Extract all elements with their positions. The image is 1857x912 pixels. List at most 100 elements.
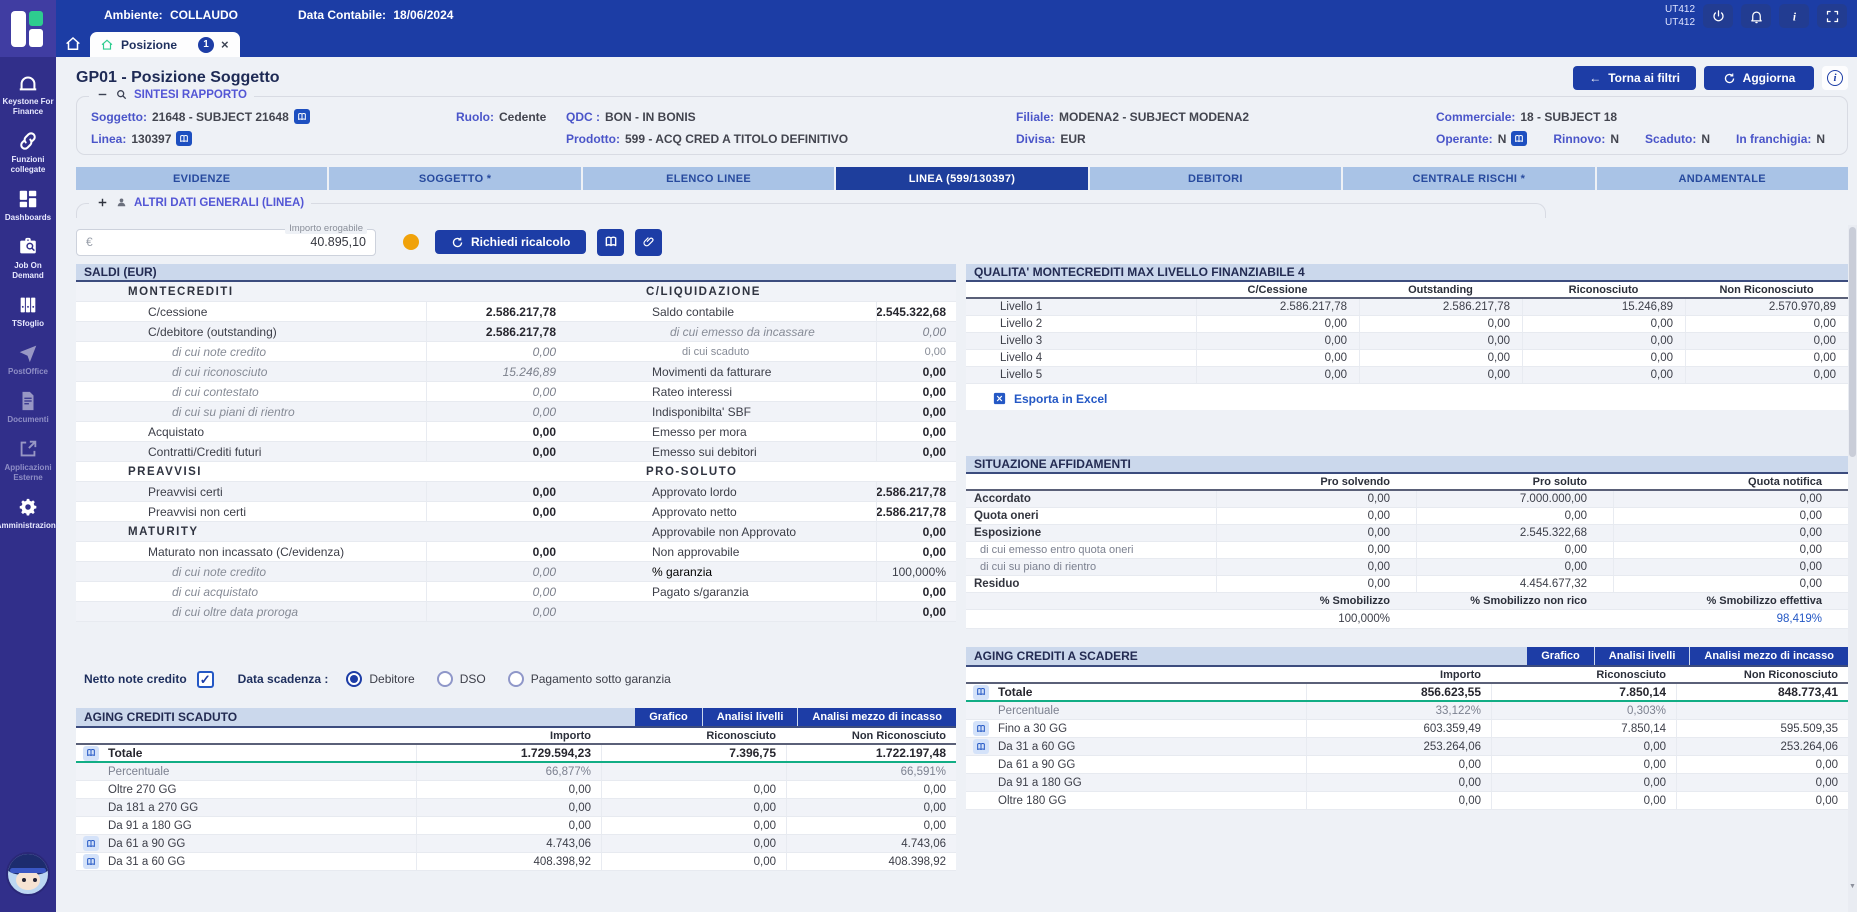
tab-soggetto[interactable]: SOGGETTO * — [329, 167, 580, 190]
bell-button[interactable] — [1741, 4, 1771, 28]
sidebar-item-job-on-demand[interactable]: Job On Demand — [0, 229, 56, 287]
tab-elenco-linee[interactable]: ELENCO LINEE — [583, 167, 834, 190]
tab-evidenze[interactable]: EVIDENZE — [76, 167, 327, 190]
info-button[interactable]: i — [1779, 4, 1809, 28]
sidebar-item-amministrazione[interactable]: Amministrazione — [0, 489, 56, 537]
aging-value: 856.623,55 — [1306, 684, 1491, 700]
tab-centrale-rischi[interactable]: CENTRALE RISCHI * — [1343, 167, 1594, 190]
page-info-button[interactable]: i — [1822, 66, 1848, 90]
sidebar-item-funzioni-collegate[interactable]: Funzioni collegate — [0, 123, 56, 181]
sintesi-legend[interactable]: SINTESI RAPPORTO — [89, 88, 254, 101]
situazione-label: Accordato — [966, 493, 1216, 505]
grafico-button[interactable]: Grafico — [1527, 647, 1594, 665]
book-icon — [976, 742, 986, 752]
aging-value: 0,00 — [416, 817, 601, 834]
radio-pagamento-sotto-garanzia[interactable]: Pagamento sotto garanzia — [508, 671, 671, 687]
aging-value: 0,00 — [786, 799, 956, 816]
field-label: Rinnovo: — [1553, 132, 1605, 146]
analisi-mezzo-di-incasso-button[interactable]: Analisi mezzo di incasso — [1690, 647, 1848, 665]
open-detail-button[interactable] — [83, 854, 99, 869]
analisi-livelli-button[interactable]: Analisi livelli — [703, 708, 798, 726]
open-detail-button[interactable] — [294, 109, 310, 124]
situazione-title: SITUAZIONE AFFIDAMENTI — [966, 456, 1848, 474]
saldi-value: 0,00 — [426, 402, 566, 421]
open-detail-button[interactable] — [973, 685, 989, 700]
search-icon — [115, 88, 128, 101]
column-header-outstanding: Outstanding — [1359, 284, 1522, 296]
radio-debitore[interactable]: Debitore — [346, 671, 414, 687]
saldi-value — [876, 462, 956, 481]
aging-row: Oltre 270 GG0,000,000,00 — [76, 781, 956, 799]
qualita-value: 0,00 — [1685, 316, 1848, 332]
vertical-scrollbar[interactable]: ▼ — [1848, 225, 1857, 912]
fullscreen-button[interactable] — [1817, 4, 1847, 28]
tab-linea-599-130397[interactable]: LINEA (599/130397) — [836, 167, 1087, 190]
analisi-livelli-button[interactable]: Analisi livelli — [1595, 647, 1690, 665]
richiedi-ricalcolo-button[interactable]: Richiedi ricalcolo — [435, 230, 586, 254]
smob-header-smobilizzo: % Smobilizzo — [1216, 595, 1416, 607]
grafico-button[interactable]: Grafico — [635, 708, 702, 726]
field-label: Ruolo: — [456, 110, 494, 124]
saldi-value — [876, 282, 956, 301]
aging-row: Percentuale66,877%66,591% — [76, 763, 956, 781]
scroll-down-icon[interactable]: ▼ — [1848, 883, 1857, 890]
analisi-mezzo-di-incasso-button[interactable]: Analisi mezzo di incasso — [798, 708, 956, 726]
netto-note-credito-checkbox[interactable]: ✓ — [197, 671, 214, 688]
aging-row: Percentuale33,122%0,303% — [966, 702, 1848, 720]
qualita-value: 0,00 — [1359, 316, 1522, 332]
attachment-button[interactable] — [635, 229, 662, 256]
info-icon: i — [1787, 9, 1802, 24]
saldi-row: MONTECREDITIC/LIQUIDAZIONE — [76, 282, 956, 302]
tab-debitori[interactable]: DEBITORI — [1090, 167, 1341, 190]
expand-plus-icon[interactable] — [96, 196, 109, 209]
close-icon[interactable]: × — [221, 37, 229, 52]
book-icon — [179, 134, 189, 144]
aging-value: 595.509,35 — [1676, 720, 1848, 737]
aging-value: 408.398,92 — [786, 853, 956, 870]
situazione-value: 0,00 — [1613, 542, 1848, 558]
sidebar-item-documenti[interactable]: Documenti — [0, 383, 56, 431]
saldi-row: C/debitore (outstanding)2.586.217,78di c… — [76, 322, 956, 342]
saldi-row: di cui su piani di rientro0,00Indisponib… — [76, 402, 956, 422]
radio-dso[interactable]: DSO — [437, 671, 486, 687]
open-detail-button[interactable] — [83, 836, 99, 851]
sidebar-item-tsfoglio[interactable]: TSfoglio — [0, 287, 56, 335]
aging-scaduto-title: AGING CREDITI SCADUTO — [84, 710, 237, 724]
open-detail-button[interactable] — [83, 746, 99, 761]
tab-andamentale[interactable]: ANDAMENTALE — [1597, 167, 1848, 190]
open-detail-button[interactable] — [176, 131, 192, 146]
external-link-icon — [17, 438, 39, 460]
user-avatar[interactable] — [6, 852, 50, 896]
sidebar-item-postoffice[interactable]: PostOffice — [0, 335, 56, 383]
qualita-title: QUALITA' MONTECREDITI MAX LIVELLO FINANZ… — [966, 264, 1848, 282]
app-logo[interactable] — [0, 0, 56, 57]
collapse-minus-icon[interactable] — [96, 88, 109, 101]
tab-posizione[interactable]: Posizione 1 × — [90, 32, 240, 57]
sidebar-item-dashboards[interactable]: Dashboards — [0, 181, 56, 229]
sidebar-item-keystone-for-finance[interactable]: Keystone For Finance — [0, 65, 56, 123]
field-ruolo: Ruolo:Cedente — [456, 109, 566, 124]
importo-erogabile-input[interactable] — [93, 235, 366, 249]
aging-label: Da 31 a 60 GG — [996, 741, 1306, 753]
saldi-label: Pagato s/garanzia — [566, 585, 876, 599]
aging-value: 4.743,06 — [786, 835, 956, 852]
saldi-row: Acquistato0,00Emesso per mora0,00 — [76, 422, 956, 442]
scrollbar-thumb[interactable] — [1849, 227, 1856, 457]
column-header-riconosciuto: Riconosciuto — [1491, 669, 1676, 681]
torna-ai-filtri-button[interactable]: ←Torna ai filtri — [1573, 66, 1696, 90]
open-detail-button[interactable] — [973, 721, 989, 736]
book-button[interactable] — [597, 229, 624, 256]
data-scadenza-label: Data scadenza : — [238, 672, 329, 686]
altri-dati-legend[interactable]: ALTRI DATI GENERALI (LINEA) — [89, 196, 311, 209]
open-detail-button[interactable] — [1511, 131, 1527, 146]
saldi-label: Approvabile non Approvato — [566, 525, 876, 539]
book-icon — [976, 724, 986, 734]
field-value: 130397 — [131, 132, 171, 146]
open-detail-button[interactable] — [973, 739, 989, 754]
aging-value: 4.743,06 — [416, 835, 601, 852]
sidebar-item-applicazioni-esterne[interactable]: Applicazioni Esterne — [0, 431, 56, 489]
power-button[interactable] — [1703, 4, 1733, 28]
aggiorna-button[interactable]: Aggiorna — [1704, 66, 1814, 90]
home-icon[interactable] — [64, 35, 82, 53]
esporta-in-excel-link[interactable]: Esporta in Excel — [966, 384, 1848, 410]
